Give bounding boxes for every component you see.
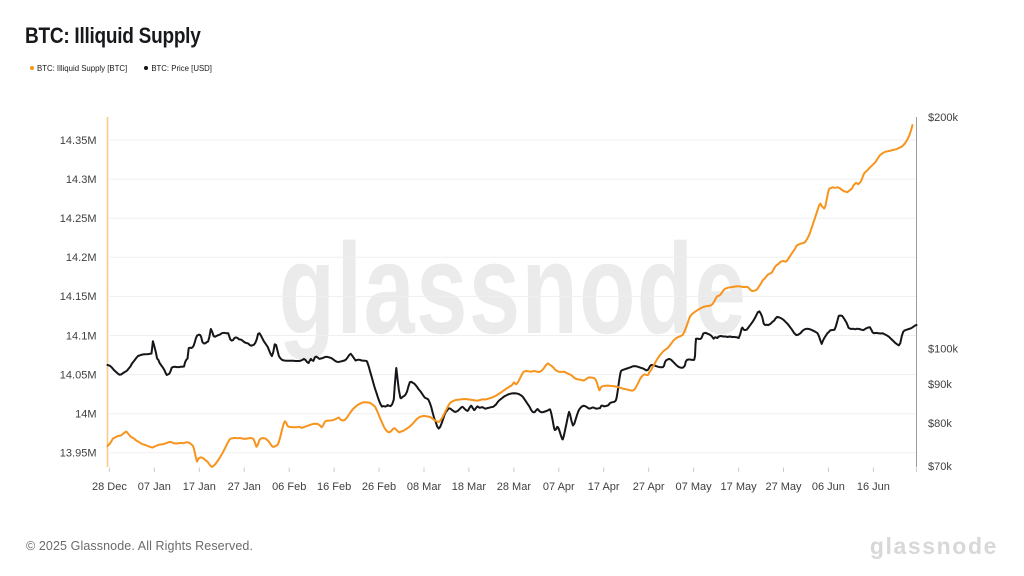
svg-text:17 May: 17 May xyxy=(721,481,758,493)
svg-text:$100k: $100k xyxy=(928,343,958,355)
svg-text:18 Mar: 18 Mar xyxy=(452,481,487,493)
svg-text:$80k: $80k xyxy=(928,418,952,430)
svg-text:08 Mar: 08 Mar xyxy=(407,481,442,493)
svg-text:07 Jan: 07 Jan xyxy=(138,481,171,493)
svg-text:06 Feb: 06 Feb xyxy=(272,481,306,493)
svg-text:glassnode: glassnode xyxy=(279,217,747,361)
svg-text:16 Feb: 16 Feb xyxy=(317,481,351,493)
svg-text:07 May: 07 May xyxy=(676,481,713,493)
svg-text:14.05M: 14.05M xyxy=(60,369,97,381)
svg-text:16 Jun: 16 Jun xyxy=(857,481,890,493)
svg-text:14M: 14M xyxy=(75,409,96,421)
svg-text:13.95M: 13.95M xyxy=(60,448,97,460)
svg-text:27 May: 27 May xyxy=(765,481,802,493)
svg-text:17 Jan: 17 Jan xyxy=(183,481,216,493)
svg-text:$90k: $90k xyxy=(928,379,952,391)
svg-text:06 Jun: 06 Jun xyxy=(812,481,845,493)
svg-text:14.35M: 14.35M xyxy=(60,135,97,147)
svg-text:27 Jan: 27 Jan xyxy=(228,481,261,493)
svg-text:17 Apr: 17 Apr xyxy=(588,481,620,493)
svg-text:$200k: $200k xyxy=(928,112,958,124)
svg-text:14.3M: 14.3M xyxy=(66,174,97,186)
svg-text:14.2M: 14.2M xyxy=(66,252,97,264)
svg-text:28 Dec: 28 Dec xyxy=(92,481,127,493)
svg-text:$70k: $70k xyxy=(928,461,952,473)
svg-text:14.25M: 14.25M xyxy=(60,213,97,225)
svg-text:14.1M: 14.1M xyxy=(66,330,97,342)
svg-text:14.15M: 14.15M xyxy=(60,291,97,303)
svg-text:27 Apr: 27 Apr xyxy=(633,481,665,493)
svg-text:26 Feb: 26 Feb xyxy=(362,481,396,493)
svg-text:28 Mar: 28 Mar xyxy=(497,481,532,493)
svg-text:07 Apr: 07 Apr xyxy=(543,481,575,493)
